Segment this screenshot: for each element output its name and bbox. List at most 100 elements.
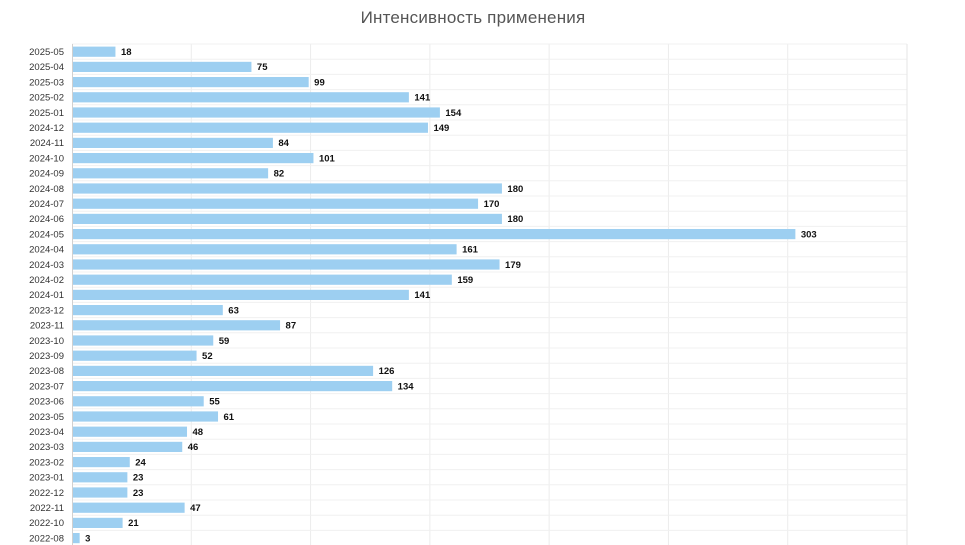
y-tick-label: 2025-02 xyxy=(29,93,64,104)
y-tick-label: 2025-05 xyxy=(29,47,64,58)
y-tick-label: 2024-01 xyxy=(29,290,64,301)
y-tick-label: 2023-08 xyxy=(29,366,64,377)
data-label: 21 xyxy=(128,518,139,529)
data-label: 18 xyxy=(121,47,132,58)
bar xyxy=(72,517,123,528)
data-label: 180 xyxy=(507,214,523,225)
data-label: 149 xyxy=(433,123,449,134)
bar xyxy=(72,487,128,498)
data-label: 141 xyxy=(414,290,431,301)
data-label: 23 xyxy=(133,473,144,484)
data-label: 82 xyxy=(274,169,285,180)
bar xyxy=(72,61,252,72)
data-label: 55 xyxy=(209,397,220,408)
y-tick-label: 2025-03 xyxy=(29,77,64,88)
data-label: 180 xyxy=(507,184,523,195)
y-tick-label: 2025-01 xyxy=(29,108,64,119)
y-tick-label: 2024-10 xyxy=(29,153,64,164)
bar xyxy=(72,335,214,346)
y-tick-label: 2025-04 xyxy=(29,62,64,73)
y-tick-label: 2022-08 xyxy=(29,533,64,544)
bar xyxy=(72,122,428,133)
bar xyxy=(72,107,440,118)
chart-title: Интенсивность применения xyxy=(360,8,586,27)
data-label: 161 xyxy=(462,245,479,256)
bar xyxy=(72,365,374,376)
y-tick-label: 2024-04 xyxy=(29,245,64,256)
bar xyxy=(72,381,393,392)
data-label: 170 xyxy=(484,199,500,210)
bar xyxy=(72,472,128,483)
data-label: 303 xyxy=(801,229,817,240)
bar xyxy=(72,153,314,164)
y-tick-label: 2023-06 xyxy=(29,397,64,408)
data-label: 23 xyxy=(133,488,144,499)
y-tick-label: 2024-11 xyxy=(30,138,64,149)
y-tick-label: 2024-09 xyxy=(29,169,64,180)
bar xyxy=(72,533,80,544)
y-tick-label: 2023-05 xyxy=(29,412,64,423)
bar xyxy=(72,92,409,103)
bar xyxy=(72,259,500,270)
data-label: 63 xyxy=(228,305,239,316)
y-tick-label: 2023-03 xyxy=(29,442,64,453)
data-label: 48 xyxy=(193,427,204,438)
bar xyxy=(72,441,183,452)
data-label: 159 xyxy=(457,275,473,286)
bar xyxy=(72,274,452,285)
bar xyxy=(72,426,188,437)
y-tick-label: 2023-10 xyxy=(29,336,64,347)
bar xyxy=(72,320,281,331)
data-label: 141 xyxy=(414,93,431,104)
y-tick-label: 2023-12 xyxy=(29,305,64,316)
y-tick-label: 2024-03 xyxy=(29,260,64,271)
data-label: 52 xyxy=(202,351,213,362)
bar xyxy=(72,289,409,300)
data-label: 154 xyxy=(445,108,462,119)
data-label: 75 xyxy=(257,62,268,73)
y-tick-label: 2023-01 xyxy=(29,473,64,484)
y-tick-label: 2024-06 xyxy=(29,214,64,225)
y-tick-label: 2023-04 xyxy=(29,427,64,438)
bar xyxy=(72,183,502,194)
bar xyxy=(72,198,479,209)
bar xyxy=(72,411,219,422)
y-tick-label: 2022-10 xyxy=(29,518,64,529)
y-tick-label: 2024-08 xyxy=(29,184,64,195)
data-label: 134 xyxy=(398,381,415,392)
y-tick-label: 2023-07 xyxy=(29,381,64,392)
data-label: 126 xyxy=(379,366,395,377)
y-tick-label: 2023-11 xyxy=(30,321,64,332)
y-tick-label: 2024-07 xyxy=(29,199,64,210)
y-tick-label: 2024-12 xyxy=(29,123,64,134)
data-label: 84 xyxy=(278,138,289,149)
data-label: 179 xyxy=(505,260,521,271)
data-label: 47 xyxy=(190,503,201,514)
y-tick-label: 2023-09 xyxy=(29,351,64,362)
bar xyxy=(72,457,130,468)
bar xyxy=(72,305,223,316)
bar xyxy=(72,502,185,513)
bar xyxy=(72,396,204,407)
bar xyxy=(72,137,273,148)
data-label: 101 xyxy=(319,153,336,164)
bar xyxy=(72,244,457,255)
y-tick-label: 2024-02 xyxy=(29,275,64,286)
data-label: 61 xyxy=(224,412,235,423)
data-label: 99 xyxy=(314,77,325,88)
data-label: 24 xyxy=(135,457,146,468)
y-tick-label: 2022-11 xyxy=(30,503,64,514)
y-tick-label: 2023-02 xyxy=(29,457,64,468)
data-label: 3 xyxy=(85,533,90,544)
bar xyxy=(72,46,116,57)
bar xyxy=(72,77,309,88)
data-label: 46 xyxy=(188,442,199,453)
bar xyxy=(72,350,197,361)
bar xyxy=(72,213,502,224)
data-label: 87 xyxy=(286,321,297,332)
bar xyxy=(72,229,796,240)
y-tick-label: 2022-12 xyxy=(29,488,64,499)
bar xyxy=(72,168,269,179)
data-label: 59 xyxy=(219,336,230,347)
